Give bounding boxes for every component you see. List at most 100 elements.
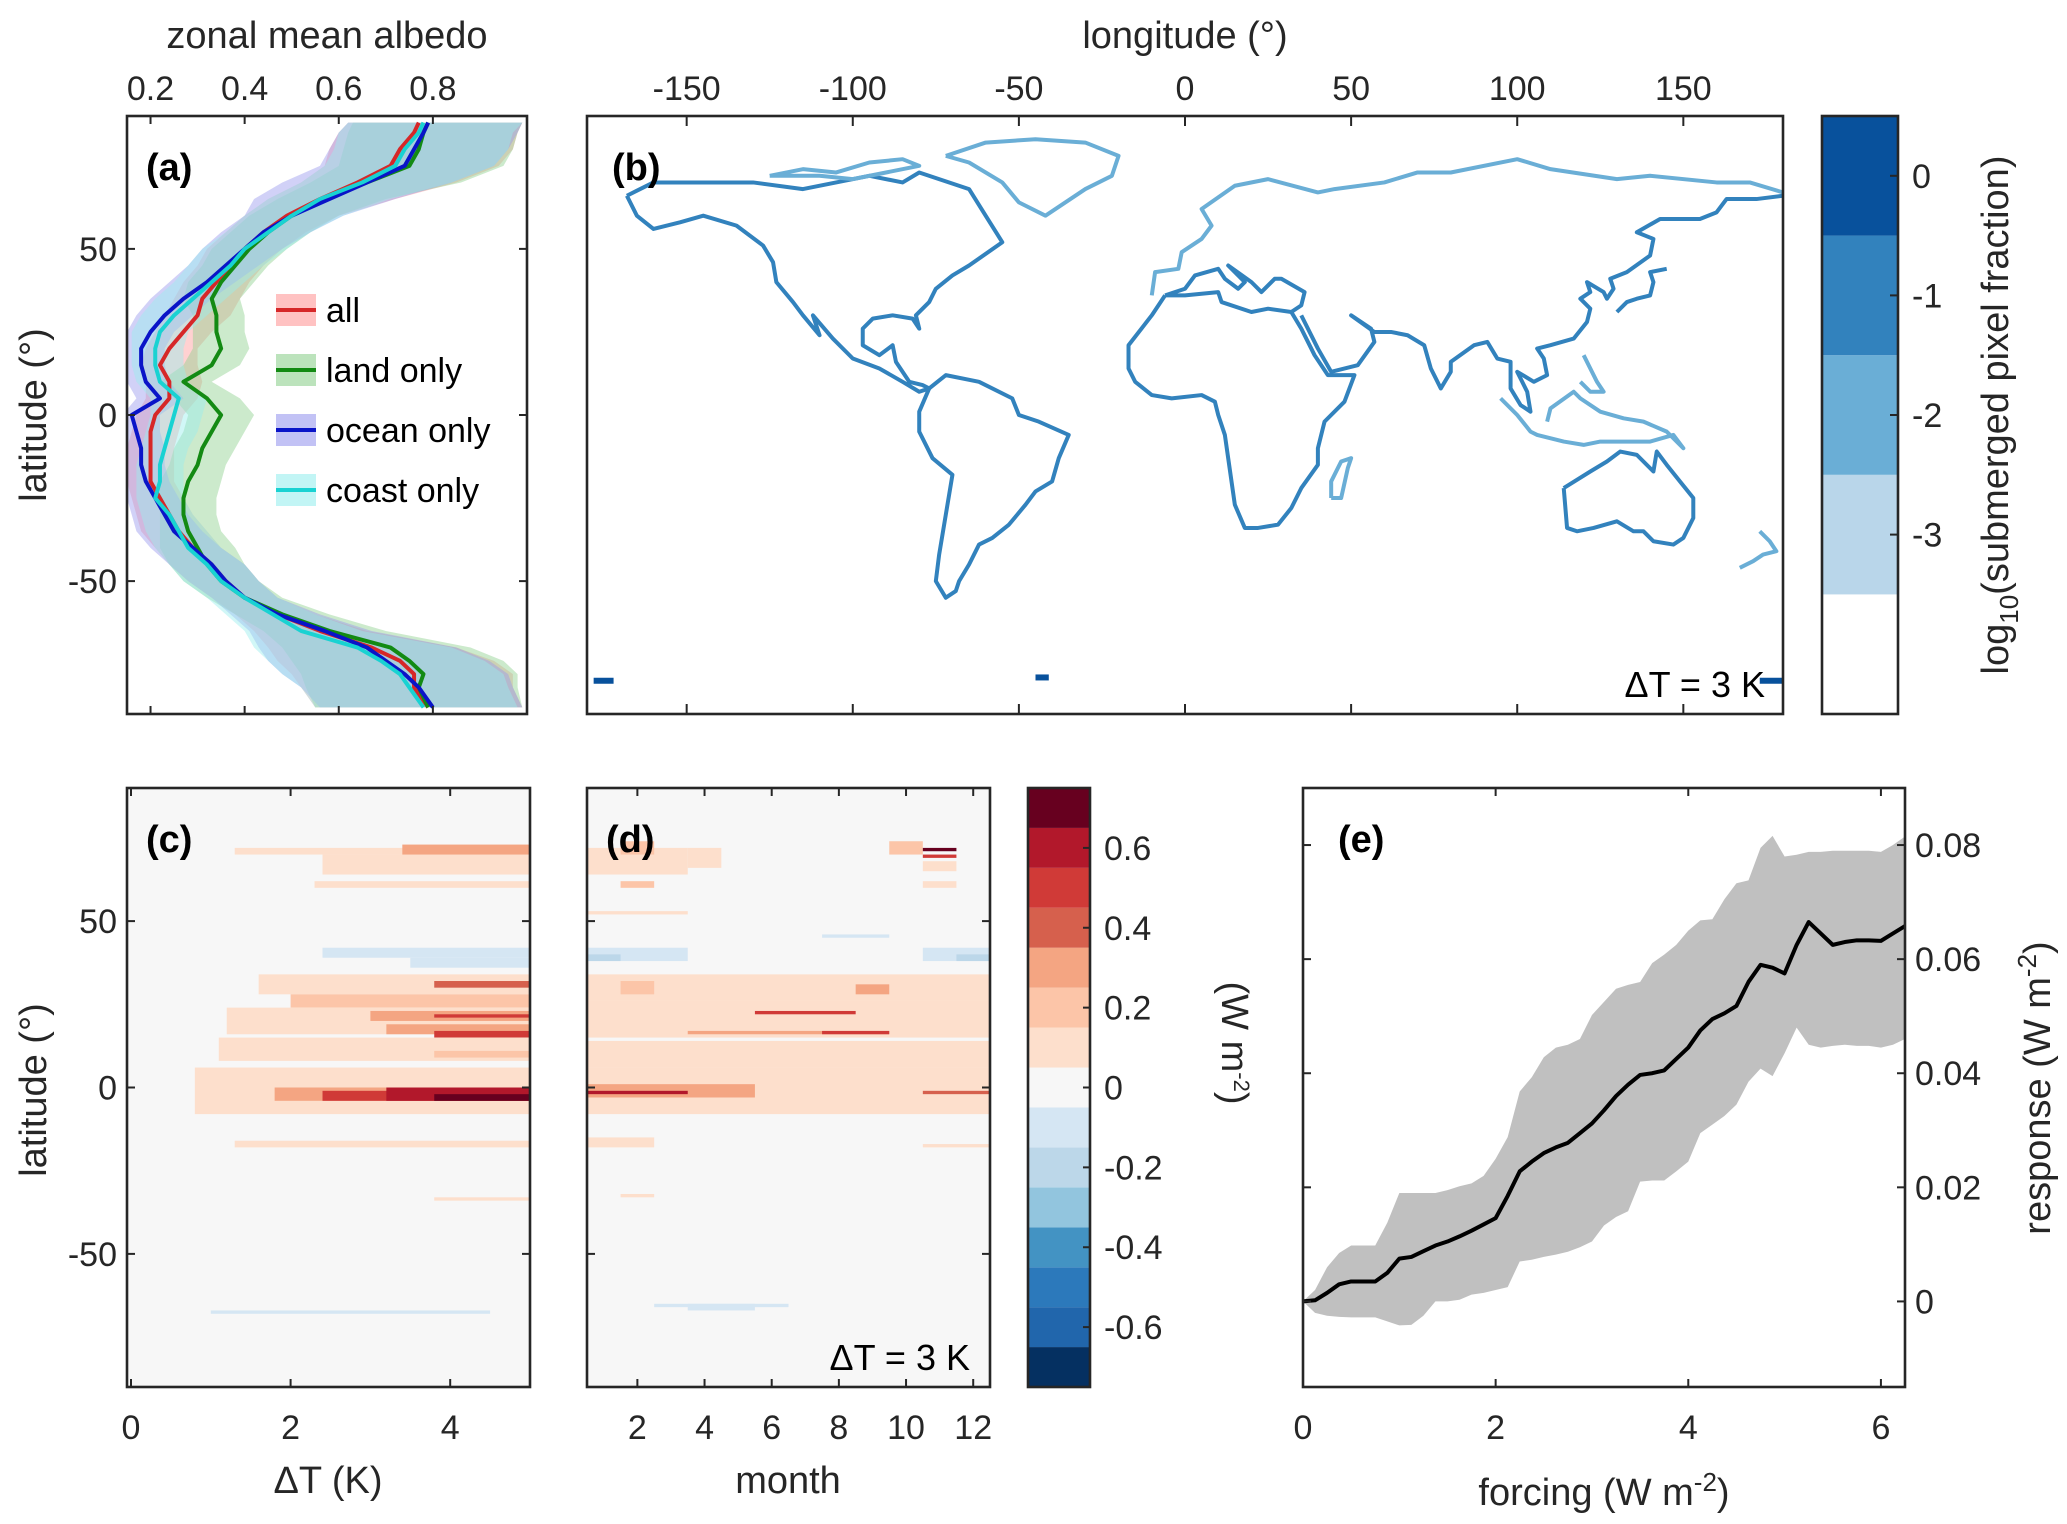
heatmap-cell bbox=[822, 1030, 890, 1035]
heatmap-cell bbox=[855, 984, 890, 995]
panel-d: 2 4 6 8 10 12 month (d) ΔT = 3 K bbox=[585, 786, 992, 1502]
heatmap-cell bbox=[620, 981, 655, 995]
coastline-arctic-canada bbox=[769, 157, 922, 182]
panel-d-x-ticks: 2 4 6 8 10 12 bbox=[628, 788, 992, 1447]
panel-c-xlabel: ΔT (K) bbox=[273, 1460, 382, 1502]
heatmap-cell bbox=[620, 841, 655, 855]
heatmap-cell bbox=[314, 881, 530, 888]
e-ylabel-main: response (W m bbox=[2017, 977, 2059, 1235]
panel-e-xlabel: forcing (W m-2) bbox=[1478, 1467, 1729, 1514]
x-tick-label: 50 bbox=[1332, 70, 1370, 108]
heatmap-cell bbox=[434, 1014, 530, 1018]
y-tick-label: -50 bbox=[68, 1236, 117, 1274]
heatmap-cell bbox=[258, 974, 530, 995]
panel-e-x-ticks: 0 2 4 6 bbox=[1294, 788, 1890, 1447]
panel-b-xlabel: longitude (°) bbox=[1082, 15, 1287, 57]
heatmap-cell bbox=[322, 947, 530, 958]
heatmap-cell bbox=[587, 1090, 688, 1095]
heatmap-cell bbox=[922, 854, 957, 858]
colorbar-tick-label: -0.2 bbox=[1104, 1149, 1163, 1187]
colorbar-segment bbox=[1822, 474, 1898, 595]
legend-entry: coast only bbox=[326, 472, 479, 510]
x-tick-label: 10 bbox=[887, 1409, 925, 1447]
panel-a: 0.2 0.4 0.6 0.8 -50 0 50 zonal mean albedo la… bbox=[13, 15, 529, 716]
y-tick-label: 0.04 bbox=[1915, 1055, 1981, 1093]
x-tick-label: 2 bbox=[281, 1409, 300, 1447]
mean-line bbox=[1303, 920, 1905, 1304]
heatmap-cell bbox=[889, 841, 923, 855]
colorbar-segment bbox=[1028, 1307, 1090, 1348]
heatmap-cell bbox=[410, 957, 530, 968]
panel-b-x-ticks: -150 -100 -50 0 50 100 150 bbox=[653, 70, 1712, 714]
heatmap-cell bbox=[234, 847, 530, 855]
legend-entry: land only bbox=[326, 352, 462, 390]
y-tick-label: 0 bbox=[98, 397, 117, 435]
panel-c-x-ticks: 0 2 4 bbox=[122, 788, 460, 1447]
cbar-b-label-sub: 10 bbox=[1994, 595, 2024, 624]
coastline-madagascar bbox=[1329, 456, 1354, 501]
x-tick-label: 0 bbox=[1294, 1409, 1313, 1447]
heatmap-cell bbox=[434, 1050, 530, 1058]
band-land-only bbox=[159, 122, 523, 708]
panel-c-ylabel: latitude (°) bbox=[13, 1003, 55, 1177]
coastline-japan bbox=[1615, 266, 1668, 314]
colorbar-tick-label: -0.4 bbox=[1104, 1229, 1163, 1267]
x-tick-label: -100 bbox=[819, 70, 887, 108]
line-coast-only bbox=[153, 121, 426, 709]
panel-b-background bbox=[587, 116, 1783, 714]
heatmap-cell bbox=[620, 1193, 655, 1198]
heatmap-cell bbox=[687, 847, 722, 868]
coastline-asia-south-east bbox=[1299, 193, 1783, 414]
panel-a-x-ticks: 0.2 0.4 0.6 0.8 bbox=[127, 70, 457, 714]
panel-d-y-ticks bbox=[587, 920, 990, 1255]
panel-e-y-ticks: 0 0.02 0.04 0.06 0.08 bbox=[1303, 827, 1981, 1321]
x-tick-label: 2 bbox=[1486, 1409, 1505, 1447]
y-tick-label: 50 bbox=[79, 231, 117, 269]
y-tick-label: 0.08 bbox=[1915, 827, 1981, 865]
x-tick-label: 2 bbox=[628, 1409, 647, 1447]
heatmap-cell bbox=[956, 954, 990, 962]
x-tick-label: 0.8 bbox=[409, 70, 456, 108]
heatmap-cell bbox=[587, 911, 688, 915]
x-tick-label: 4 bbox=[441, 1409, 460, 1447]
x-tick-label: 6 bbox=[762, 1409, 781, 1447]
heatmap-cell bbox=[434, 1030, 530, 1038]
x-tick-label: -50 bbox=[994, 70, 1043, 108]
coastline-new-zealand bbox=[1738, 529, 1779, 570]
x-tick-label: 4 bbox=[695, 1409, 714, 1447]
heatmap-cell bbox=[587, 974, 990, 1001]
x-tick-label: -150 bbox=[653, 70, 721, 108]
heatmap-cell bbox=[322, 854, 530, 875]
coastline-africa bbox=[1126, 294, 1357, 530]
cbar-b-label-prefix: log bbox=[1975, 624, 2017, 675]
heatmap-cell bbox=[587, 954, 621, 962]
panel-d-label: (d) bbox=[606, 819, 655, 861]
panel-b-colorbar: -3 -2 -1 0 bbox=[1820, 114, 1942, 716]
colorbar-tick-label: 0 bbox=[1104, 1070, 1123, 1108]
panel-a-ylabel: latitude (°) bbox=[13, 328, 55, 502]
panel-c-label: (c) bbox=[146, 819, 192, 861]
coastline-australia bbox=[1561, 449, 1696, 547]
panel-d-annotation: ΔT = 3 K bbox=[830, 1337, 970, 1378]
y-tick-label: 0 bbox=[98, 1070, 117, 1108]
coastline-philippines bbox=[1578, 354, 1606, 394]
colorbar-segment bbox=[1028, 1107, 1090, 1148]
heatmap-cell bbox=[922, 881, 957, 888]
panel-e-plot bbox=[1303, 835, 1905, 1326]
panel-a-y-ticks: -50 0 50 bbox=[68, 231, 527, 601]
x-tick-label: 8 bbox=[829, 1409, 848, 1447]
colorbar-segment bbox=[1028, 947, 1090, 988]
heatmap-cell bbox=[922, 861, 957, 872]
x-tick-label: 12 bbox=[954, 1409, 992, 1447]
colorbar-segment bbox=[1028, 1347, 1090, 1387]
cbar-cd-label-end: ) bbox=[1213, 1092, 1255, 1105]
colorbar-tick-label: -2 bbox=[1912, 397, 1942, 435]
heatmap-cell bbox=[922, 1090, 990, 1095]
x-tick-label: 0.2 bbox=[127, 70, 174, 108]
panel-a-background bbox=[127, 116, 527, 714]
cbar-cd-label-sup: -2 bbox=[1229, 1072, 1254, 1092]
colorbar-tick-label: 0 bbox=[1912, 158, 1931, 196]
colorbar-segment bbox=[1028, 827, 1090, 868]
panel-a-legend: all land only ocean only coast only bbox=[276, 292, 490, 510]
